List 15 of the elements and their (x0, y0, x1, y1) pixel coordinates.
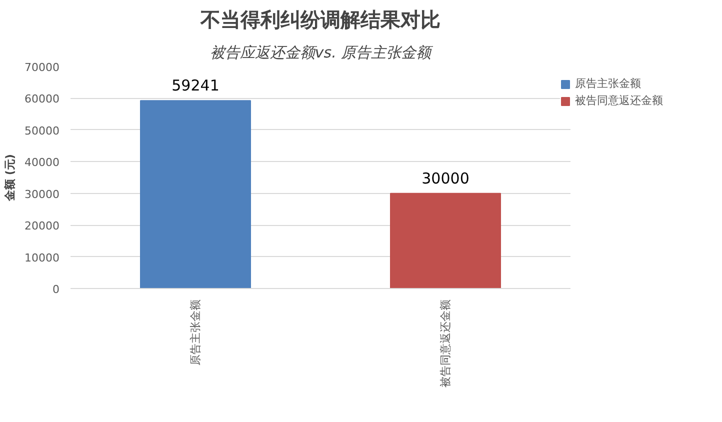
chart-subtitle: 被告应返还金额vs. 原告主张金额 (210, 44, 434, 62)
y-tick-label: 20000 (24, 220, 60, 233)
y-tick-label: 60000 (24, 92, 60, 106)
data-label: 59241 (172, 76, 220, 95)
legend-label: 原告主张金额 (575, 76, 641, 91)
y-tick-label: 0 (52, 283, 60, 296)
y-tick-label: 70000 (24, 61, 60, 74)
y-tick-label: 50000 (24, 124, 60, 138)
data-label: 30000 (422, 169, 470, 188)
y-tick-label: 30000 (24, 188, 60, 201)
chart-title: 不当得利纠纷调解结果对比 (200, 8, 440, 32)
y-tick-label: 40000 (24, 156, 60, 170)
legend-label: 被告同意返还金额 (575, 93, 663, 108)
y-axis-title: 金额 (元) (4, 154, 17, 202)
y-tick-label: 10000 (24, 251, 60, 264)
